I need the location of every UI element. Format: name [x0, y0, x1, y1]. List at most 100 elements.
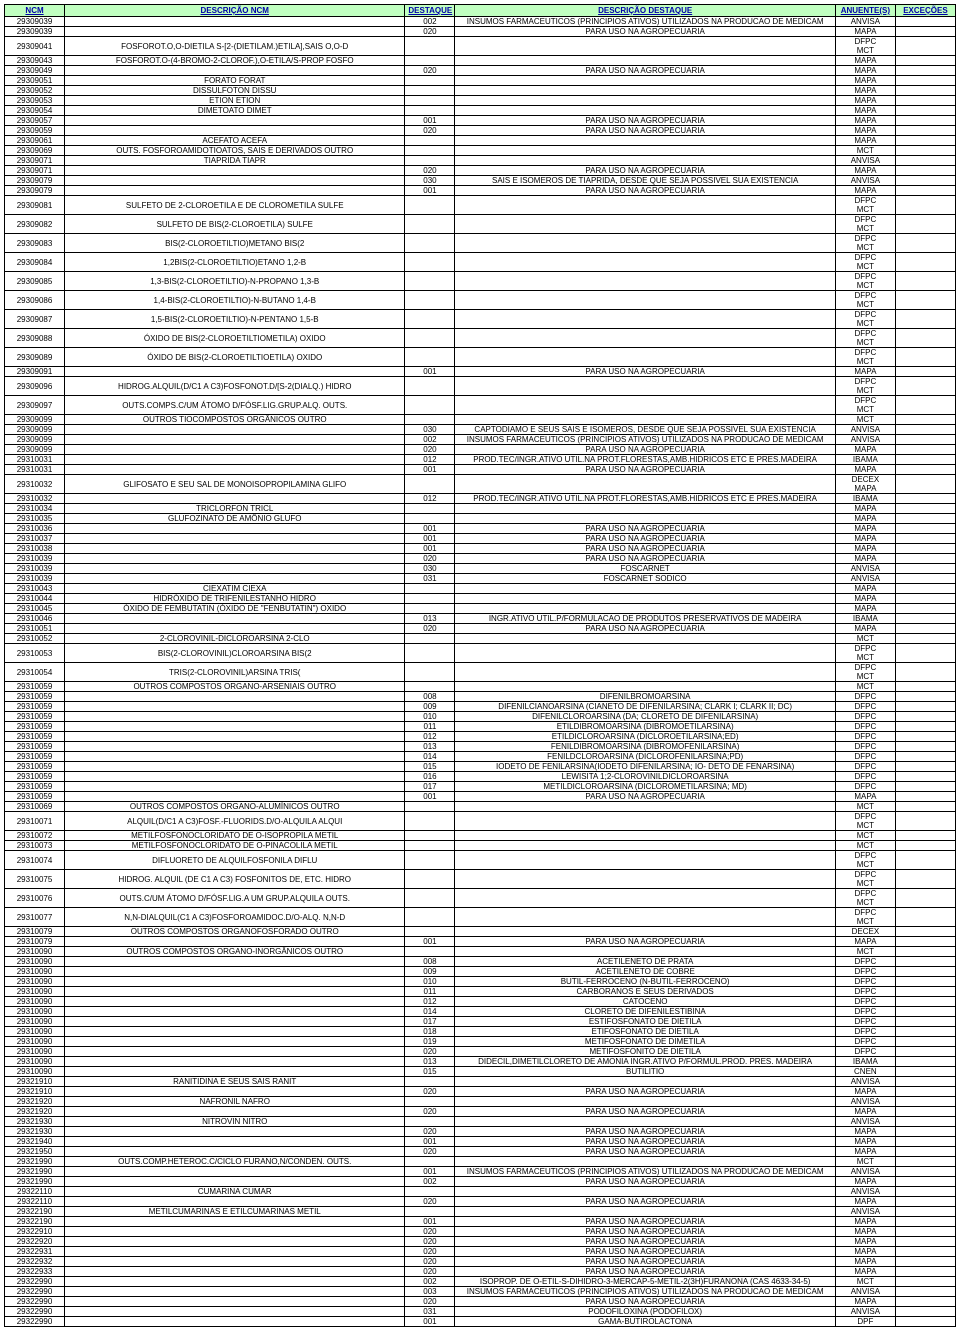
- table-row: 29310036001PARA USO NA AGROPECUARIAMAPA: [5, 524, 956, 534]
- table-row: 29309043FOSFOROT.O-(4-BROMO-2-CLOROF.),O…: [5, 56, 956, 66]
- cell: PARA USO NA AGROPECUARIA: [455, 1107, 835, 1117]
- cell: DIFENILCLOROARSINA (DA; CLORETO DE DIFEN…: [455, 712, 835, 722]
- cell: DFPCMCT: [835, 196, 895, 215]
- cell: PARA USO NA AGROPECUARIA: [455, 445, 835, 455]
- table-row: 29310053BIS(2-CLOROVINIL)CLOROARSINA BIS…: [5, 644, 956, 663]
- cell: [65, 1167, 405, 1177]
- cell: DIFENILCIANOARSINA (CIANETO DE DIFENILAR…: [455, 702, 835, 712]
- cell: [895, 1287, 955, 1297]
- cell: DFPC: [835, 702, 895, 712]
- cell: 29310077: [5, 908, 65, 927]
- cell: MAPA: [835, 465, 895, 475]
- cell: 29322990: [5, 1297, 65, 1307]
- cell: MCT: [835, 802, 895, 812]
- cell: 29310090: [5, 977, 65, 987]
- cell: FOSFOROT.O,O-DIETILA S-[2-(DIETILAM.)ETI…: [65, 37, 405, 56]
- table-row: 29310059012ETILDICLOROARSINA (DICLOROETI…: [5, 732, 956, 742]
- col-excecoes: EXCEÇÕES: [895, 5, 955, 17]
- cell: [895, 1057, 955, 1067]
- cell: [65, 1007, 405, 1017]
- cell: [455, 310, 835, 329]
- cell: MAPA: [835, 86, 895, 96]
- cell: 29310090: [5, 1007, 65, 1017]
- cell: 020: [405, 1127, 455, 1137]
- cell: [455, 644, 835, 663]
- cell: 29310053: [5, 644, 65, 663]
- cell: 020: [405, 1257, 455, 1267]
- cell: [405, 348, 455, 367]
- table-row: 293090861,4-BIS(2-CLOROETILTIO)-N-BUTANO…: [5, 291, 956, 310]
- cell: MAPA: [835, 445, 895, 455]
- cell: 29310073: [5, 841, 65, 851]
- cell: [455, 76, 835, 86]
- cell: MAPA: [835, 1237, 895, 1247]
- cell: DFPC: [835, 967, 895, 977]
- cell: [895, 967, 955, 977]
- cell: 29322190: [5, 1207, 65, 1217]
- cell: INSUMOS FARMACEUTICOS (PRINCIPIOS ATIVOS…: [455, 1167, 835, 1177]
- cell: DIMETOATO DIMET: [65, 106, 405, 116]
- cell: [895, 1227, 955, 1237]
- table-row: 29322190001PARA USO NA AGROPECUARIAMAPA: [5, 1217, 956, 1227]
- cell: ÓXIDO DE BIS(2-CLOROETILTIOETILA) OXIDO: [65, 348, 405, 367]
- cell: 29310079: [5, 927, 65, 937]
- cell: [405, 156, 455, 166]
- cell: [405, 831, 455, 841]
- cell: 1,4-BIS(2-CLOROETILTIO)-N-BUTANO 1,4-B: [65, 291, 405, 310]
- cell: [455, 86, 835, 96]
- cell: 29310059: [5, 792, 65, 802]
- cell: FOSFOROT.O-(4-BROMO-2-CLOROF.),O-ETILA/S…: [65, 56, 405, 66]
- cell: [455, 1097, 835, 1107]
- cell: DFPC: [835, 987, 895, 997]
- cell: FORATO FORAT: [65, 76, 405, 86]
- cell: [455, 584, 835, 594]
- cell: DFPC: [835, 1027, 895, 1037]
- cell: IBAMA: [835, 455, 895, 465]
- cell: PARA USO NA AGROPECUARIA: [455, 937, 835, 947]
- cell: 29310059: [5, 722, 65, 732]
- cell: CNEN: [835, 1067, 895, 1077]
- table-row: 29309099020PARA USO NA AGROPECUARIAMAPA: [5, 445, 956, 455]
- cell: PARA USO NA AGROPECUARIA: [455, 1087, 835, 1097]
- table-row: 29310039031FOSCARNET SODICOANVISA: [5, 574, 956, 584]
- cell: 002: [405, 435, 455, 445]
- cell: 29321920: [5, 1107, 65, 1117]
- table-row: 29309039020PARA USO NA AGROPECUARIAMAPA: [5, 27, 956, 37]
- cell: [65, 792, 405, 802]
- cell: [65, 624, 405, 634]
- table-row: 29321940001PARA USO NA AGROPECUARIAMAPA: [5, 1137, 956, 1147]
- cell: [65, 722, 405, 732]
- cell: 011: [405, 987, 455, 997]
- cell: ETILDIBROMOARSINA (DIBROMOETILARSINA): [455, 722, 835, 732]
- cell: [65, 1237, 405, 1247]
- table-row: 29310039020PARA USO NA AGROPECUARIAMAPA: [5, 554, 956, 564]
- cell: ANVISA: [835, 1187, 895, 1197]
- cell: [895, 1137, 955, 1147]
- cell: DFPC: [835, 1037, 895, 1047]
- cell: 29310059: [5, 772, 65, 782]
- table-row: 29310054TRIS(2-CLOROVINIL)ARSINA TRIS(DF…: [5, 663, 956, 682]
- cell: MAPA: [835, 1137, 895, 1147]
- table-row: 29310059013FENILDIBROMOARSINA (DIBROMOFE…: [5, 742, 956, 752]
- cell: 29309079: [5, 176, 65, 186]
- cell: PARA USO NA AGROPECUARIA: [455, 27, 835, 37]
- ncm-table: NCM DESCRIÇÃO NCM DESTAQUE DESCRIÇÃO DES…: [4, 4, 956, 1327]
- cell: [895, 166, 955, 176]
- cell: [895, 594, 955, 604]
- cell: METILFOSFONOCLORIDATO DE O-ISOPROPILA ME…: [65, 831, 405, 841]
- cell: [455, 870, 835, 889]
- cell: 29309039: [5, 27, 65, 37]
- cell: 013: [405, 742, 455, 752]
- cell: 29309081: [5, 196, 65, 215]
- table-row: 29310090010BUTIL-FERROCENO (N-BUTIL-FERR…: [5, 977, 956, 987]
- table-row: 29309099OUTROS TIOCOMPOSTOS ORGÂNICOS OU…: [5, 415, 956, 425]
- cell: ETILDICLOROARSINA (DICLOROETILARSINA;ED): [455, 732, 835, 742]
- cell: ÓXIDO DE BIS(2-CLOROETILTIOMETILA) OXIDO: [65, 329, 405, 348]
- cell: [65, 1047, 405, 1057]
- cell: 29322990: [5, 1287, 65, 1297]
- table-row: 29310031001PARA USO NA AGROPECUARIAMAPA: [5, 465, 956, 475]
- cell: 29309043: [5, 56, 65, 66]
- table-row: 29310090014CLORETO DE DIFENILESTIBINADFP…: [5, 1007, 956, 1017]
- cell: 29310075: [5, 870, 65, 889]
- cell: [65, 465, 405, 475]
